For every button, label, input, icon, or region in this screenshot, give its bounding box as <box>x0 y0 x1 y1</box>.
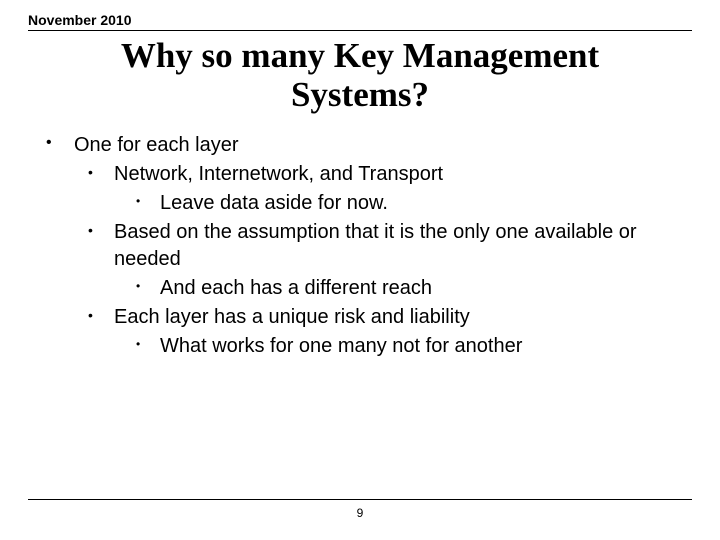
bullet-text: One for each layer <box>74 134 239 156</box>
slide-content: One for each layer Network, Internetwork… <box>28 132 692 499</box>
bullet-text: Each layer has a unique risk and liabili… <box>114 306 470 328</box>
list-item: And each has a different reach <box>136 275 692 302</box>
header-rule <box>28 30 692 31</box>
page-number: 9 <box>28 506 692 520</box>
bullet-list: One for each layer Network, Internetwork… <box>28 132 692 360</box>
header-date: November 2010 <box>28 12 692 28</box>
list-item: Based on the assumption that it is the o… <box>88 219 692 302</box>
slide-footer: 9 <box>28 499 692 520</box>
bullet-text: Leave data aside for now. <box>160 192 388 214</box>
slide-title: Why so many Key Management Systems? <box>48 37 672 114</box>
bullet-list: Network, Internetwork, and Transport Lea… <box>74 161 692 360</box>
list-item: Leave data aside for now. <box>136 190 692 217</box>
list-item: Network, Internetwork, and Transport Lea… <box>88 161 692 217</box>
bullet-text: Network, Internetwork, and Transport <box>114 163 443 185</box>
footer-rule <box>28 499 692 500</box>
bullet-text: Based on the assumption that it is the o… <box>114 221 637 270</box>
list-item: One for each layer Network, Internetwork… <box>46 132 692 360</box>
list-item: What works for one many not for another <box>136 333 692 360</box>
list-item: Each layer has a unique risk and liabili… <box>88 304 692 360</box>
bullet-text: What works for one many not for another <box>160 335 522 357</box>
bullet-text: And each has a different reach <box>160 277 432 299</box>
slide-container: November 2010 Why so many Key Management… <box>0 0 720 540</box>
bullet-list: What works for one many not for another <box>114 333 692 360</box>
bullet-list: Leave data aside for now. <box>114 190 692 217</box>
bullet-list: And each has a different reach <box>114 275 692 302</box>
